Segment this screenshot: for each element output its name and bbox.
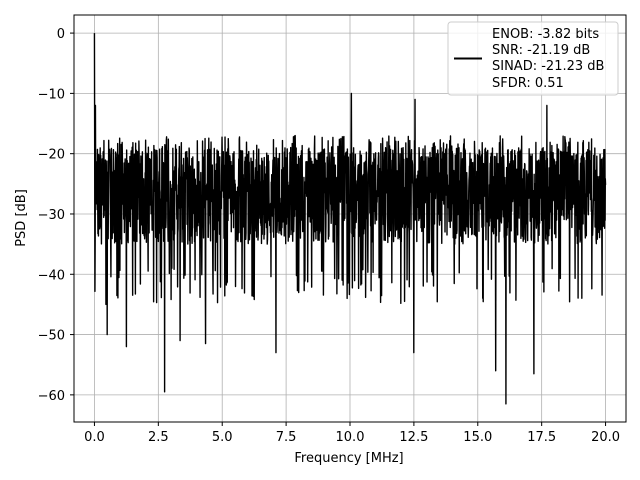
- x-tick-label: 10.0: [336, 430, 365, 445]
- y-tick-label: −20: [38, 148, 65, 163]
- y-tick-label: −60: [38, 389, 65, 404]
- legend: ENOB: -3.82 bits SNR: -21.19 dB SINAD: -…: [447, 21, 619, 96]
- series-psd: [93, 33, 607, 405]
- y-tick-label: 0: [57, 27, 65, 42]
- legend-sinad: SINAD: -21.23 dB: [492, 59, 604, 74]
- psd-line: [93, 33, 607, 405]
- x-tick-label: 15.0: [463, 430, 492, 445]
- y-tick-labels: 0 −10 −20 −30 −40 −50 −60: [38, 27, 65, 404]
- x-tick-label: 17.5: [527, 430, 556, 445]
- x-tick-label: 5.0: [212, 430, 233, 445]
- x-tick-label: 2.5: [148, 430, 169, 445]
- y-tick-label: −40: [38, 268, 65, 283]
- y-tick-label: −50: [38, 329, 65, 344]
- x-tick-label: 12.5: [399, 430, 428, 445]
- x-tick-label: 20.0: [591, 430, 620, 445]
- legend-sfdr: SFDR: 0.51: [492, 76, 564, 91]
- legend-box: [447, 21, 619, 96]
- y-axis-title: PSD [dB]: [14, 189, 29, 247]
- x-tick-label: 0.0: [84, 430, 105, 445]
- y-tick-label: −10: [38, 87, 65, 102]
- y-tick-label: −30: [38, 208, 65, 223]
- x-tick-label: 7.5: [276, 430, 297, 445]
- legend-enob: ENOB: -3.82 bits: [492, 27, 599, 42]
- x-tick-labels: 0.0 2.5 5.0 7.5 10.0 12.5 15.0 17.5 20.0: [84, 430, 620, 445]
- x-axis-title: Frequency [MHz]: [294, 451, 403, 466]
- tick-marks: [70, 32, 607, 426]
- legend-snr: SNR: -21.19 dB: [492, 43, 590, 58]
